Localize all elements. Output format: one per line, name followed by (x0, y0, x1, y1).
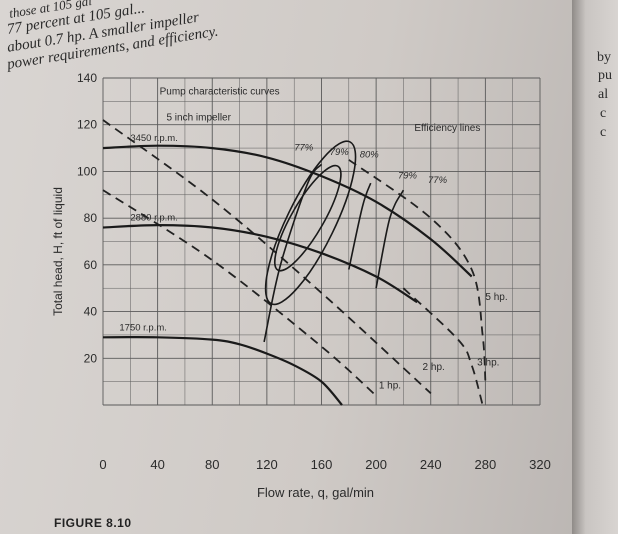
annotation-efficiency-lines: Efficiency lines (414, 123, 480, 134)
annotation-pump-curves: Pump characteristic curves (160, 87, 280, 98)
y-tick-label: 120 (77, 118, 97, 132)
x-tick-label: 280 (475, 457, 497, 472)
power-line (348, 159, 487, 382)
power-line (102, 119, 432, 394)
y-axis-label: Total head, H, ft of liquid (51, 187, 65, 316)
head-curve (102, 336, 343, 406)
power-line-label: 2 hp. (423, 362, 445, 373)
efficiency-line-c (348, 182, 372, 270)
annotation-impeller: 5 inch impeller (166, 112, 231, 123)
figure-caption: FIGURE 8.10 (54, 516, 132, 530)
efficiency-loop-77 (264, 140, 357, 306)
efficiency-loop-79 (273, 164, 342, 272)
y-tick-label: 100 (77, 164, 97, 178)
y-tick-label: 60 (84, 258, 98, 272)
x-tick-label: 0 (99, 457, 106, 472)
y-tick-label: 20 (84, 351, 98, 365)
efficiency-label: 79% (398, 170, 418, 181)
power-line-label: 3 hp. (477, 357, 499, 368)
power-line-label: 1 hp. (379, 381, 401, 392)
x-tick-label: 240 (420, 457, 442, 472)
efficiency-label: 77% (294, 142, 314, 153)
x-tick-label: 160 (311, 457, 333, 472)
side-fragment-2: pu (598, 68, 612, 83)
side-fragment-4: c (600, 106, 607, 121)
x-tick-label: 320 (529, 457, 551, 472)
x-tick-label: 200 (365, 457, 387, 472)
y-tick-label: 140 (77, 71, 97, 85)
efficiency-line-a (263, 163, 323, 343)
y-tick-label: 40 (84, 305, 98, 319)
x-axis-label: Flow rate, q, gal/min (257, 485, 374, 500)
x-tick-label: 80 (205, 457, 219, 472)
head-curve (102, 144, 473, 278)
head-curve-label: 1750 r.p.m. (119, 322, 167, 333)
power-line (402, 287, 484, 406)
head-curve-label: 2880 r.p.m. (130, 212, 178, 223)
y-tick-label: 80 (84, 211, 98, 225)
x-tick-label: 120 (256, 457, 278, 472)
efficiency-label: 77% (428, 175, 448, 186)
efficiency-label: 79% (330, 147, 350, 158)
power-line (102, 189, 377, 397)
x-tick-label: 40 (150, 457, 164, 472)
efficiency-label: 80% (360, 149, 380, 160)
efficiency-line-b (375, 189, 405, 289)
side-fragment-3: al (598, 87, 609, 102)
power-line-label: 5 hp. (485, 292, 507, 303)
side-fragment-1: by (597, 50, 611, 65)
head-curve-label: 3450 r.p.m. (130, 133, 178, 144)
side-fragment-5: c (600, 125, 607, 140)
book-gutter (572, 0, 618, 534)
head-curve (102, 223, 418, 304)
